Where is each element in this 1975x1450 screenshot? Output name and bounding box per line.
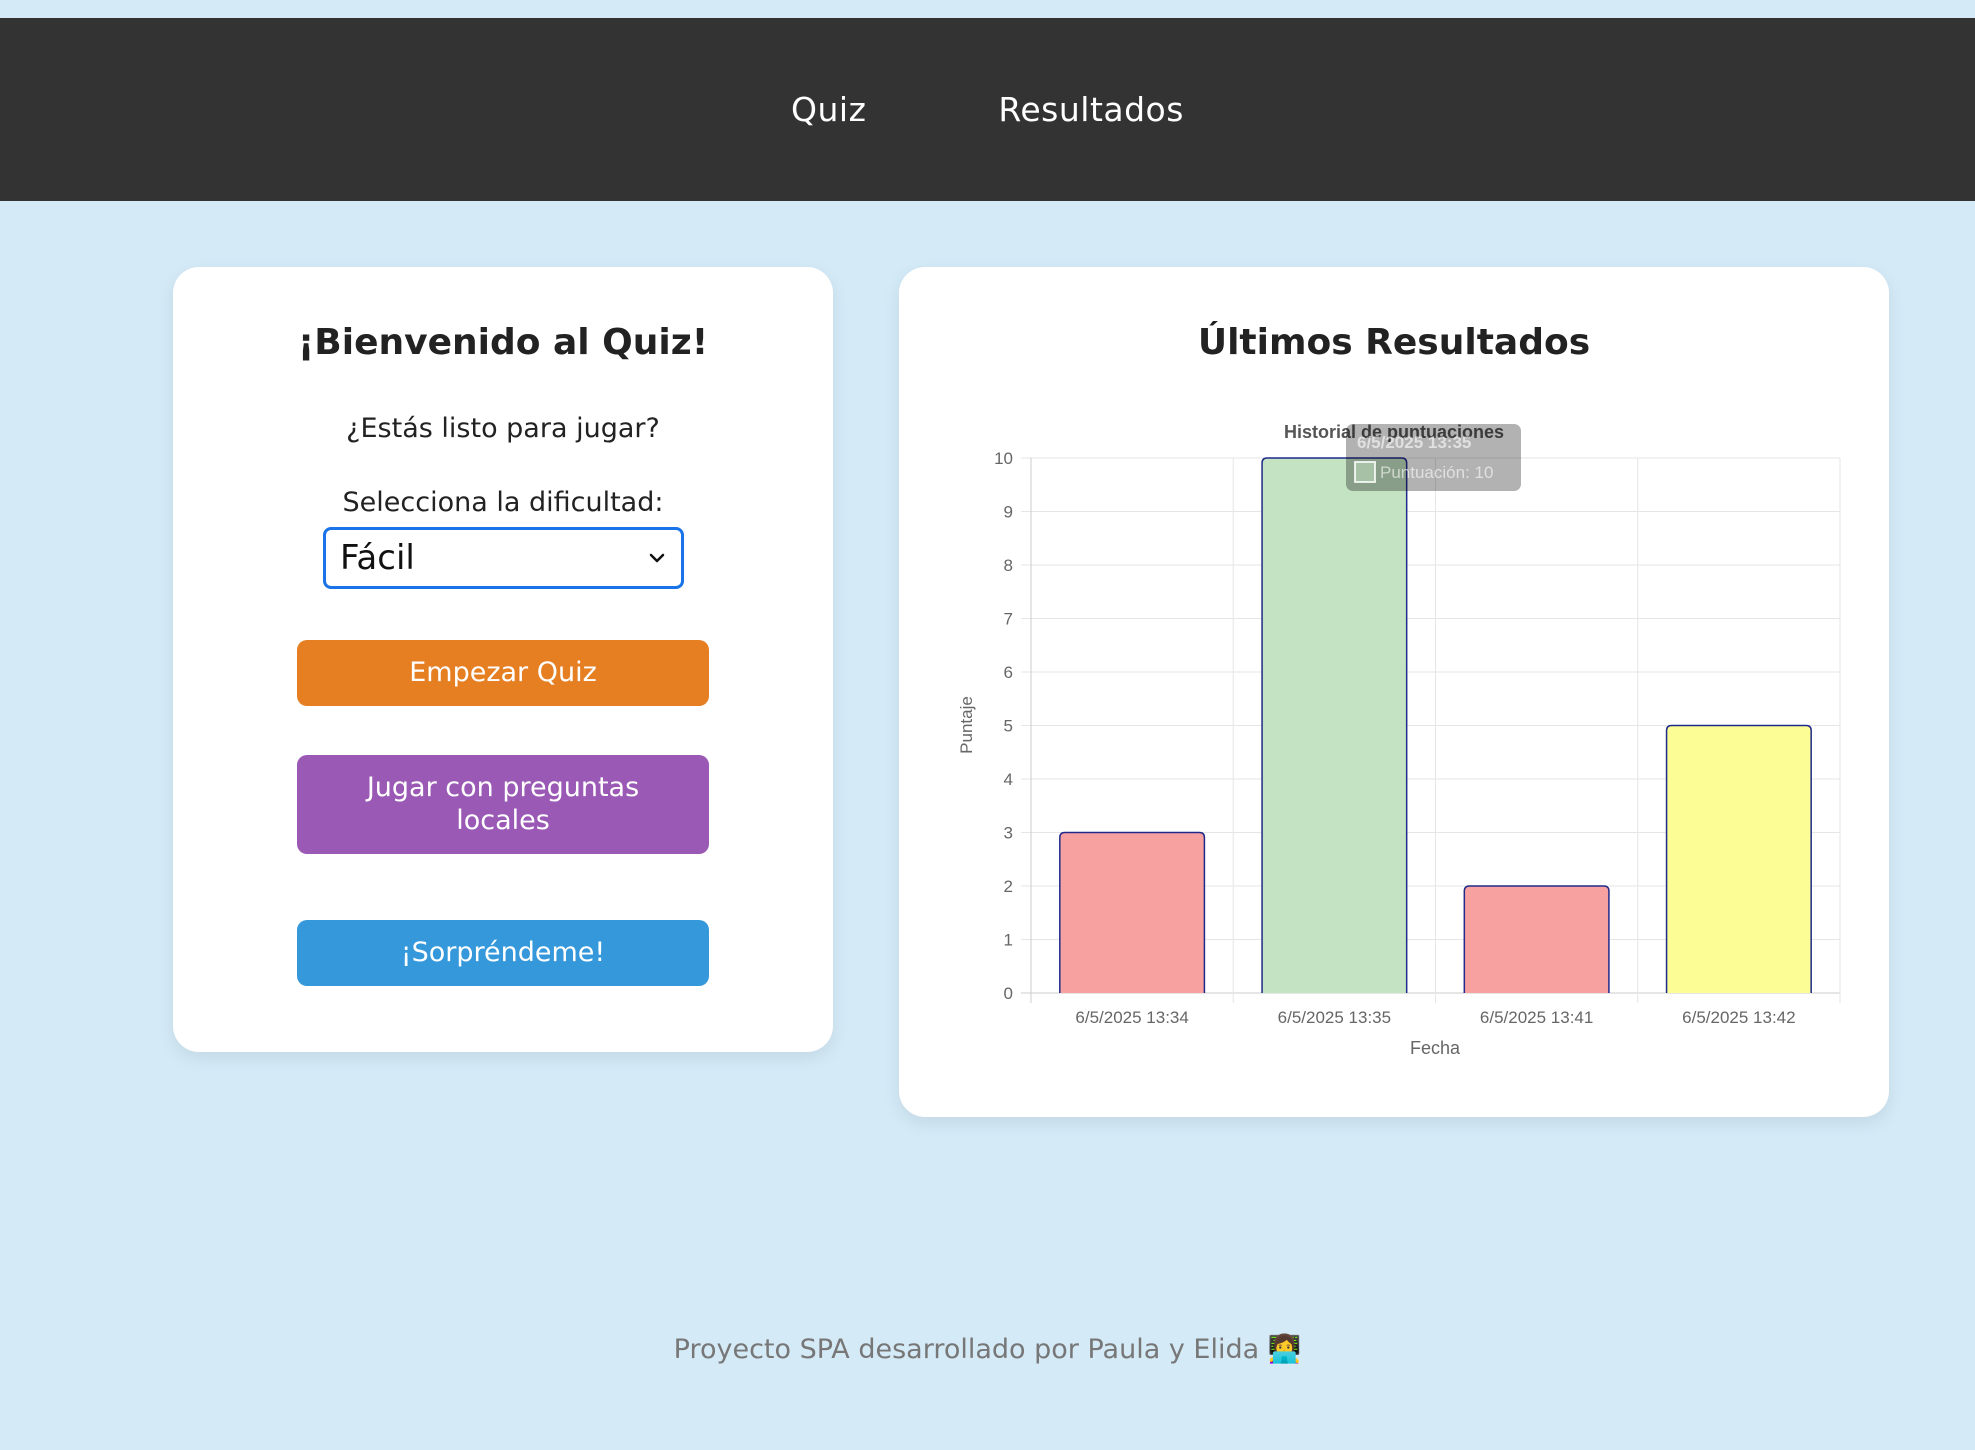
- local-questions-button[interactable]: Jugar con preguntas locales: [297, 755, 709, 854]
- results-title: Últimos Resultados: [1197, 322, 1591, 363]
- top-navbar: Quiz Resultados: [0, 18, 1975, 201]
- chart-bar[interactable]: [1059, 831, 1206, 994]
- chart-title: Historial de puntuaciones: [1284, 422, 1504, 442]
- nav-link-quiz[interactable]: Quiz: [791, 90, 867, 129]
- y-tick-label: 7: [1004, 610, 1013, 629]
- welcome-title: ¡Bienvenido al Quiz!: [297, 322, 709, 363]
- welcome-subtitle: ¿Estás listo para jugar?: [346, 413, 660, 444]
- y-tick-label: 4: [1004, 770, 1013, 789]
- y-tick-label: 10: [994, 449, 1013, 468]
- difficulty-selected-value: Fácil: [340, 538, 415, 578]
- score-history-chart: 0 1 2 3 4 5 6 7 8 9 10 6/5/2025 13:34 6/5/2025 13:35…: [957, 422, 1841, 1058]
- chart-tooltip: 6/5/2025 13:35 Puntuación: 10: [1346, 424, 1521, 491]
- nav-link-resultados[interactable]: Resultados: [998, 90, 1184, 129]
- surprise-button[interactable]: ¡Sorpréndeme!: [297, 920, 709, 986]
- chart-axes: 0 1 2 3 4 5 6 7 8 9 10 6/5/2025 13:34 6/5/2025 13:35…: [994, 449, 1796, 1027]
- y-tick-label: 0: [1004, 984, 1013, 1003]
- chart-bars: [1059, 457, 1812, 994]
- y-tick-label: 5: [1004, 717, 1013, 736]
- tooltip-color-swatch: [1354, 461, 1376, 483]
- footer: Proyecto SPA desarrollado por Paula y El…: [673, 1334, 1302, 1365]
- y-tick-label: 2: [1004, 877, 1013, 896]
- tooltip-title: 6/5/2025 13:35: [1357, 433, 1471, 452]
- y-tick-label: 1: [1004, 931, 1013, 950]
- chart-bar[interactable]: [1665, 724, 1812, 994]
- chart-x-axis-label: Fecha: [1410, 1038, 1461, 1058]
- x-tick-label: 6/5/2025 13:41: [1480, 1008, 1593, 1027]
- x-tick-label: 6/5/2025 13:35: [1278, 1008, 1391, 1027]
- chart-bar[interactable]: [1463, 885, 1610, 993]
- y-tick-label: 9: [1004, 503, 1013, 522]
- difficulty-select[interactable]: Fácil: [323, 527, 684, 589]
- x-tick-label: 6/5/2025 13:42: [1682, 1008, 1795, 1027]
- y-tick-label: 8: [1004, 556, 1013, 575]
- x-tick-label: 6/5/2025 13:34: [1075, 1008, 1188, 1027]
- y-tick-label: 3: [1004, 824, 1013, 843]
- difficulty-label: Selecciona la dificultad:: [342, 487, 664, 518]
- chart-bar[interactable]: [1261, 457, 1408, 993]
- start-quiz-button[interactable]: Empezar Quiz: [297, 640, 709, 706]
- welcome-card: ¡Bienvenido al Quiz! ¿Estás listo para j…: [173, 267, 833, 1052]
- chart-y-axis-label: Puntaje: [957, 696, 976, 754]
- tooltip-label: Puntuación: 10: [1380, 463, 1493, 482]
- results-card: Últimos Resultados 0 1 2 3 4 5 6 7 8 9 10 6/5/2025 …: [899, 267, 1889, 1117]
- y-tick-label: 6: [1004, 663, 1013, 682]
- chevron-down-icon: [649, 553, 665, 563]
